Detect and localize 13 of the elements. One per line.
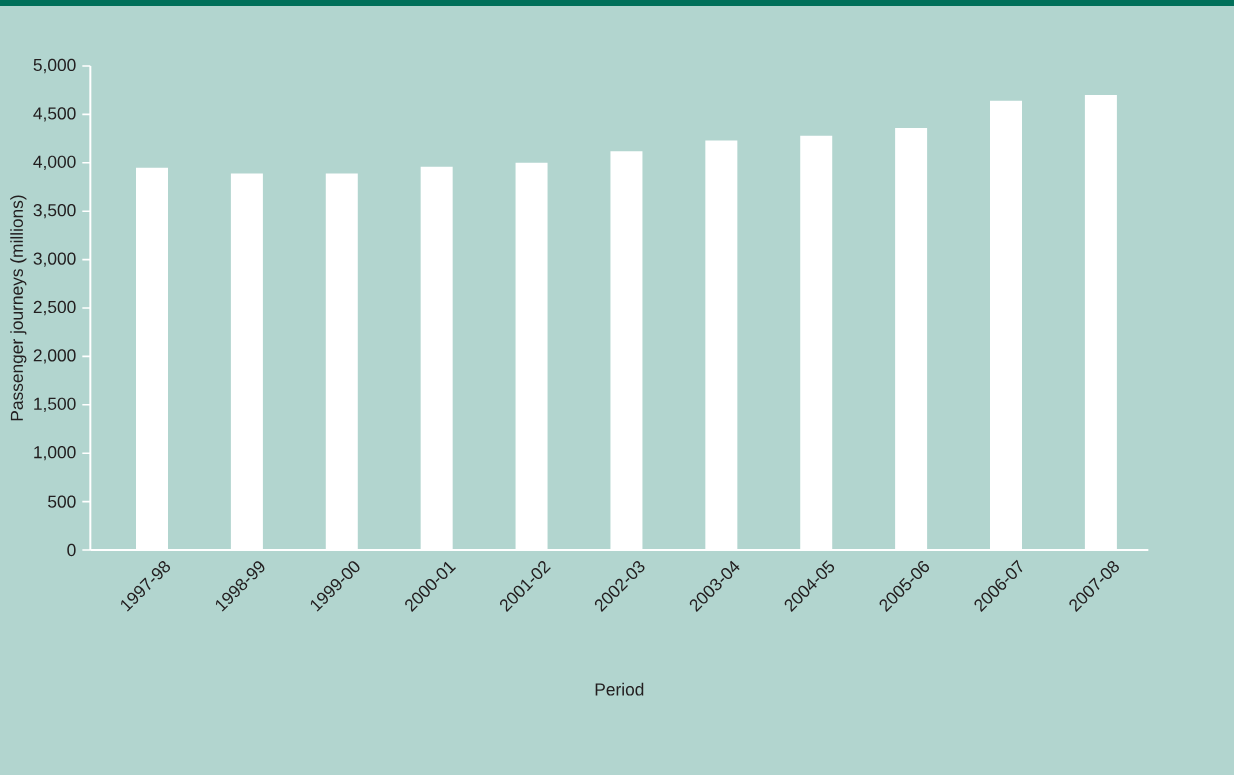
y-tick-label: 4,000	[33, 155, 76, 170]
y-tick-label: 5,000	[33, 58, 76, 74]
y-axis-title: Passenger journeys (millions)	[10, 195, 27, 421]
y-tick-label: 4,500	[33, 107, 76, 122]
y-tick-label: 1,500	[34, 397, 76, 412]
x-axis-title: Period	[595, 682, 644, 696]
y-tick-label: 3,500	[33, 204, 76, 219]
y-tick-label: 2,000	[33, 349, 76, 364]
y-tick-label: 3,000	[33, 252, 76, 267]
y-tick-label: 0	[67, 543, 76, 557]
y-tick-label: 500	[48, 495, 76, 508]
y-tick-label: 1,000	[34, 446, 76, 461]
y-tick-label: 2,500	[33, 300, 76, 316]
